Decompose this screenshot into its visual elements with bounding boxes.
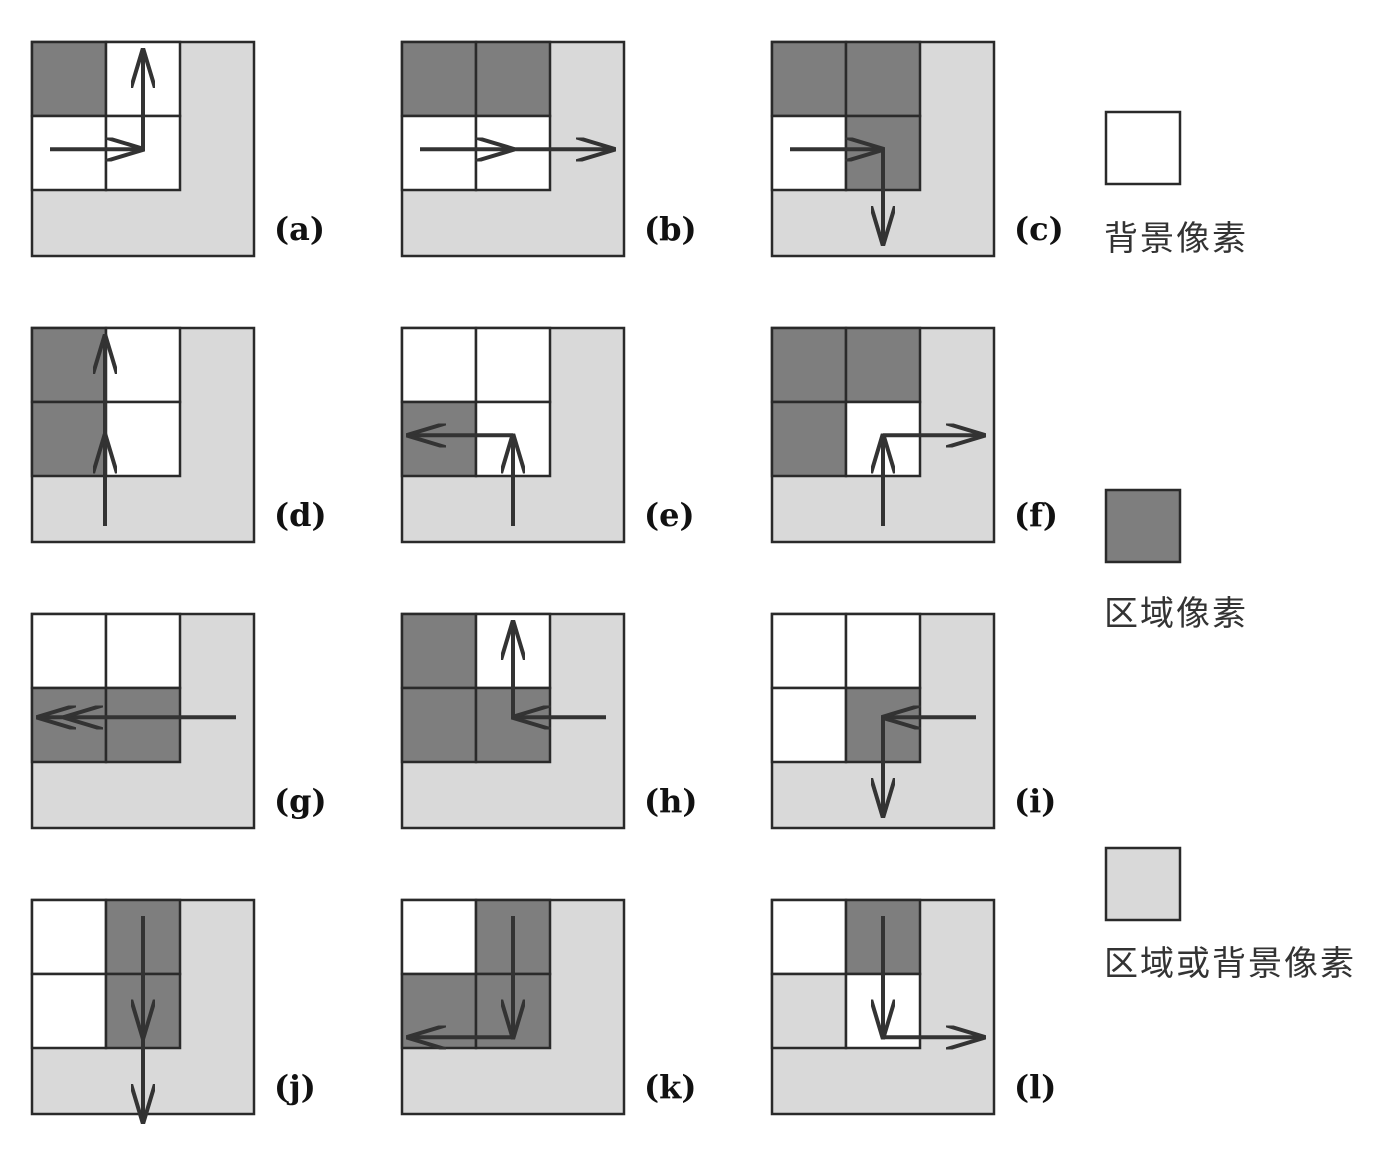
legend-label: 区域或背景像素 bbox=[1104, 944, 1356, 984]
pixel-cell-bl bbox=[400, 114, 478, 192]
pixel-cell-tl bbox=[30, 326, 108, 404]
panel-label: (d) bbox=[274, 496, 327, 534]
pixel-cell-tl bbox=[30, 612, 108, 690]
panel-a: (a) bbox=[30, 40, 325, 258]
pixel-cell-tl bbox=[770, 898, 848, 976]
panel-label: (l) bbox=[1014, 1068, 1056, 1106]
panel-j: (j) bbox=[30, 898, 316, 1122]
legend-item-1: 背景像素 bbox=[1104, 110, 1248, 259]
panel-h: (h) bbox=[400, 612, 698, 830]
pixel-cell-br bbox=[104, 400, 182, 478]
pixel-cell-bl bbox=[30, 972, 108, 1050]
legend-label: 区域像素 bbox=[1104, 594, 1248, 634]
legend-swatch bbox=[1104, 110, 1182, 186]
pixel-cell-tr bbox=[104, 612, 182, 690]
legend-item-3: 区域或背景像素 bbox=[1104, 846, 1356, 984]
panel-label: (h) bbox=[644, 782, 698, 820]
pixel-cell-tl bbox=[30, 40, 108, 118]
pixel-cell-tl bbox=[400, 326, 478, 404]
panel-label: (f) bbox=[1014, 496, 1058, 534]
pixel-cell-tr bbox=[844, 326, 922, 404]
panel-g: (g) bbox=[30, 612, 327, 830]
panel-label: (c) bbox=[1014, 210, 1064, 248]
pixel-cell-tl bbox=[770, 40, 848, 118]
pixel-cell-br bbox=[104, 686, 182, 764]
panel-k: (k) bbox=[400, 898, 696, 1116]
pixel-cell-tl bbox=[400, 612, 478, 690]
pixel-cell-tr bbox=[474, 326, 552, 404]
pixel-cell-tl bbox=[770, 326, 848, 404]
pixel-cell-bl bbox=[400, 400, 478, 478]
pixel-cell-tl bbox=[400, 40, 478, 118]
panel-label: (k) bbox=[644, 1068, 696, 1106]
pixel-cell-tr bbox=[474, 40, 552, 118]
pixel-cell-bl bbox=[400, 686, 478, 764]
legend-swatch bbox=[1104, 846, 1182, 922]
panel-label: (g) bbox=[274, 782, 327, 820]
panel-c: (c) bbox=[770, 40, 1064, 258]
pixel-cell-bl bbox=[30, 114, 108, 192]
panel-label: (j) bbox=[274, 1068, 316, 1106]
pixel-cell-tl bbox=[400, 898, 478, 976]
pixel-cell-bl bbox=[770, 972, 848, 1050]
panel-i: (i) bbox=[770, 612, 1056, 830]
pixel-cell-bl bbox=[770, 114, 848, 192]
panel-b: (b) bbox=[400, 40, 697, 258]
legend-label: 背景像素 bbox=[1104, 219, 1248, 259]
pixel-cell-bl bbox=[770, 400, 848, 478]
panels-layer: (a) (b) (c) (d) (e) (f) (g) (h) (i) (j) (k) (l) bbox=[30, 40, 1064, 1122]
pixel-cell-br bbox=[474, 114, 552, 192]
pixel-cell-tl bbox=[770, 612, 848, 690]
pixel-cell-bl bbox=[30, 686, 108, 764]
pixel-cell-bl bbox=[770, 686, 848, 764]
panel-label: (i) bbox=[1014, 782, 1056, 820]
panel-f: (f) bbox=[770, 326, 1058, 544]
panel-e: (e) bbox=[400, 326, 695, 544]
pixel-cell-tl bbox=[30, 898, 108, 976]
pixel-cell-tr bbox=[844, 612, 922, 690]
pixel-cell-bl bbox=[30, 400, 108, 478]
panel-label: (e) bbox=[644, 496, 695, 534]
panel-label: (a) bbox=[274, 210, 325, 248]
legend-item-2: 区域像素 bbox=[1104, 488, 1248, 634]
panel-l: (l) bbox=[770, 898, 1056, 1116]
pixel-cell-tr bbox=[104, 326, 182, 404]
panel-label: (b) bbox=[644, 210, 697, 248]
panel-d: (d) bbox=[30, 326, 327, 544]
pixel-cell-tr bbox=[844, 40, 922, 118]
legend-swatch bbox=[1104, 488, 1182, 564]
